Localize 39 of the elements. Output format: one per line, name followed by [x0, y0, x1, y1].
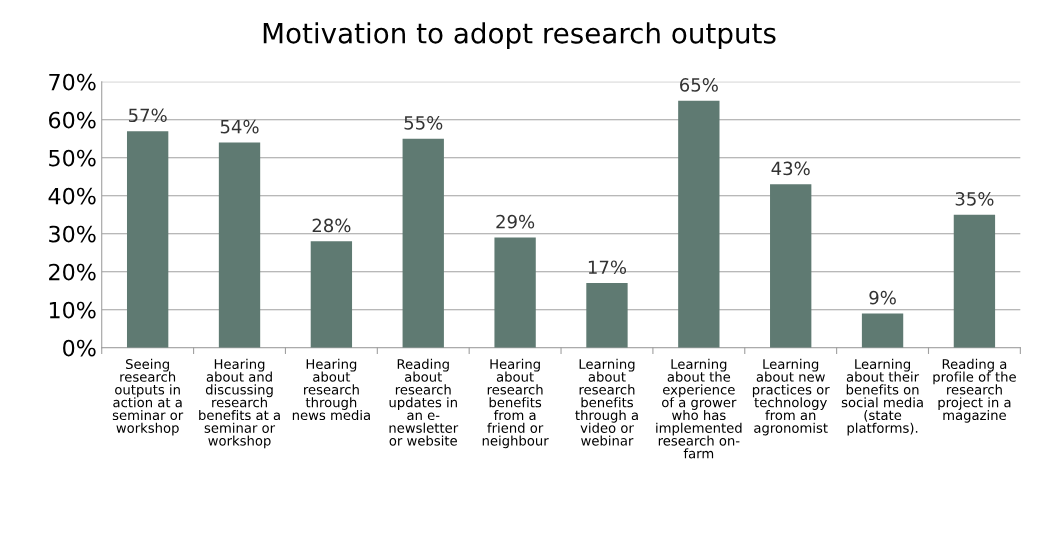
bar	[126, 131, 169, 348]
y-tick-label: 40%	[48, 187, 96, 205]
y-tick-label: 50%	[49, 149, 96, 167]
data-label: 35%	[955, 192, 994, 206]
bar	[494, 237, 536, 348]
data-label: 17%	[588, 260, 627, 275]
y-tick-label: 20%	[49, 263, 96, 281]
x-tick-label: Hearing about and discussing research benefits at a seminar or workshop	[199, 358, 280, 449]
bar	[218, 142, 261, 348]
data-label: 29%	[496, 214, 535, 229]
x-tick-label: Learning about new practices or technology from an agronomist	[752, 358, 830, 436]
bar	[953, 214, 996, 348]
data-label: 54%	[220, 119, 259, 134]
bar	[861, 313, 904, 348]
data-label: 43%	[771, 161, 810, 176]
chart-title: Motivation to adopt research outputs	[263, 22, 776, 50]
data-label: 65%	[680, 78, 718, 92]
data-label: 28%	[312, 218, 351, 233]
bar	[586, 283, 628, 348]
bar	[770, 184, 812, 348]
data-label: 9%	[869, 290, 896, 305]
bar	[402, 138, 444, 348]
bar	[678, 100, 720, 348]
x-tick-label: Learning about research benefits through a video or webinar	[575, 358, 638, 446]
y-tick-label: 70%	[49, 73, 96, 91]
y-tick-label: 0%	[63, 339, 96, 357]
data-label: 57%	[128, 108, 167, 123]
x-tick-label: Seeing research outputs in action at a seminar or workshop	[112, 358, 184, 436]
data-label: 55%	[404, 116, 443, 130]
x-tick-label: Learning about the experience of a grower who has implemented research on- farm	[656, 358, 742, 459]
x-tick-label: Learning about their benefits on social media (state platforms).	[841, 358, 923, 436]
y-tick-label: 60%	[49, 111, 96, 129]
x-tick-label: Reading a profile of the research project in a magazine	[933, 358, 1016, 423]
x-tick-label: Hearing about research through news media	[292, 358, 370, 421]
x-tick-label: Reading about research updates in an e- newsletter or website	[389, 358, 459, 446]
x-tick-label: Hearing about research benefits from a friend or neighbour	[482, 358, 549, 449]
y-tick-label: 10%	[49, 301, 96, 319]
bar	[310, 241, 353, 348]
y-tick-label: 30%	[49, 225, 96, 243]
